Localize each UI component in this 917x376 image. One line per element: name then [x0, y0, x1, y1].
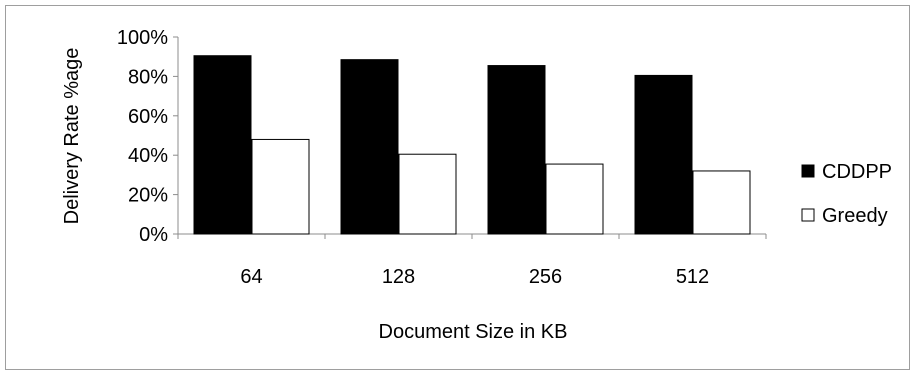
y-tick-label: 60%	[128, 106, 168, 128]
bar-cddpp-256	[487, 65, 546, 235]
legend-swatch-cddpp	[801, 164, 815, 178]
y-tick-label: 100%	[117, 27, 168, 49]
x-axis-title: Document Size in KB	[379, 321, 568, 343]
bar-greedy-512	[692, 170, 751, 235]
bar-cddpp-512	[634, 74, 693, 235]
y-tick-label: 20%	[128, 185, 168, 207]
legend-swatch-greedy	[801, 208, 815, 222]
y-axis-title: Delivery Rate %age	[61, 48, 83, 225]
bar-greedy-64	[251, 138, 310, 235]
bar-cddpp-64	[193, 55, 252, 235]
x-category-label: 512	[676, 266, 709, 288]
x-category-label: 64	[240, 266, 262, 288]
legend-label-cddpp: CDDPP	[822, 161, 892, 183]
bar-cddpp-128	[340, 59, 399, 235]
x-category-label: 256	[529, 266, 562, 288]
bar-greedy-256	[545, 163, 604, 235]
bar-greedy-128	[398, 153, 457, 235]
y-tick-label: 40%	[128, 145, 168, 167]
chart-frame	[5, 5, 910, 370]
y-tick-label: 0%	[139, 224, 168, 246]
legend-label-greedy: Greedy	[822, 205, 888, 227]
y-tick-label: 80%	[128, 66, 168, 88]
x-category-label: 128	[382, 266, 415, 288]
